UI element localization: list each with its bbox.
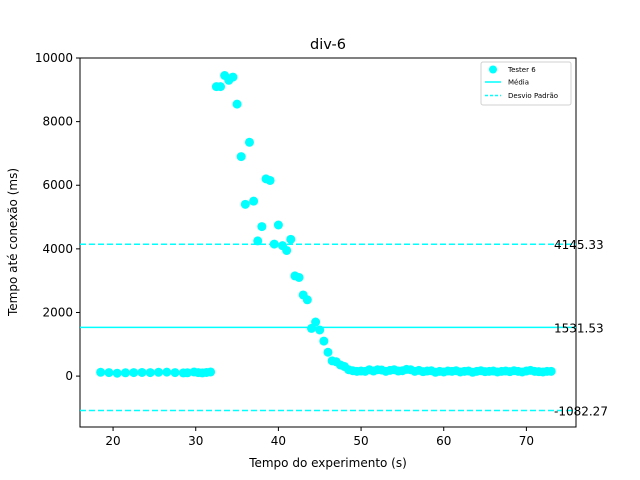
plot-area — [79, 57, 577, 428]
x-tick-label: 50 — [353, 434, 368, 448]
data-point — [244, 137, 254, 147]
x-axis: 20 30 40 50 60 70 — [105, 427, 534, 448]
data-point — [257, 222, 267, 232]
data-point — [112, 368, 122, 378]
data-point — [269, 239, 279, 249]
y-tick-label: 4000 — [42, 242, 73, 256]
reference-labels: 1531.53 4145.33 -1082.27 — [554, 238, 608, 418]
x-tick-label: 40 — [271, 434, 286, 448]
x-axis-label: Tempo do experimento (s) — [248, 456, 407, 470]
data-point — [315, 325, 325, 335]
data-point — [546, 366, 556, 376]
legend-box — [480, 61, 572, 106]
data-point — [228, 72, 238, 82]
data-point — [282, 245, 292, 255]
data-point — [311, 317, 321, 327]
data-point — [236, 152, 246, 162]
y-tick-label: 2000 — [42, 305, 73, 319]
reference-line-label: 1531.53 — [554, 321, 604, 335]
y-tick-label: 6000 — [42, 178, 73, 192]
legend-label: Média — [508, 79, 529, 87]
data-point — [154, 367, 164, 377]
data-point — [137, 367, 147, 377]
data-point — [145, 368, 155, 378]
data-point — [182, 368, 192, 378]
data-point — [286, 234, 296, 244]
legend-label: Tester 6 — [507, 66, 536, 74]
data-point — [240, 199, 250, 209]
data-point — [323, 347, 333, 357]
data-point — [120, 368, 130, 378]
data-point — [232, 99, 242, 109]
legend: Tester 6 Média Desvio Padrão — [480, 61, 572, 106]
data-point — [302, 295, 312, 305]
chart-title: div-6 — [310, 37, 346, 53]
data-point — [319, 336, 329, 346]
y-tick-label: 10000 — [35, 51, 73, 65]
data-point — [216, 82, 226, 92]
x-tick-label: 30 — [188, 434, 203, 448]
y-axis: 0 2000 4000 6000 8000 10000 — [35, 51, 80, 383]
x-tick-label: 70 — [519, 434, 534, 448]
y-axis-label: Tempo até conexão (ms) — [6, 168, 20, 317]
legend-label: Desvio Padrão — [508, 92, 558, 100]
data-point — [162, 367, 172, 377]
x-tick-label: 60 — [436, 434, 451, 448]
data-point — [249, 196, 259, 206]
data-point — [129, 368, 139, 378]
data-point — [273, 220, 283, 230]
scatter-points — [96, 70, 556, 378]
data-point — [170, 368, 180, 378]
y-tick-label: 8000 — [42, 115, 73, 129]
reference-line-label: 4145.33 — [554, 238, 604, 252]
data-point — [306, 323, 316, 333]
data-point — [206, 367, 216, 377]
y-tick-label: 0 — [65, 369, 73, 383]
data-point — [265, 175, 275, 185]
data-point — [104, 368, 114, 378]
data-point — [253, 236, 263, 246]
legend-marker-tester — [489, 65, 497, 74]
x-tick-label: 20 — [105, 434, 120, 448]
data-point — [294, 272, 304, 282]
data-point — [96, 367, 106, 377]
reference-line-label: -1082.27 — [554, 405, 608, 419]
reference-lines — [80, 243, 576, 412]
